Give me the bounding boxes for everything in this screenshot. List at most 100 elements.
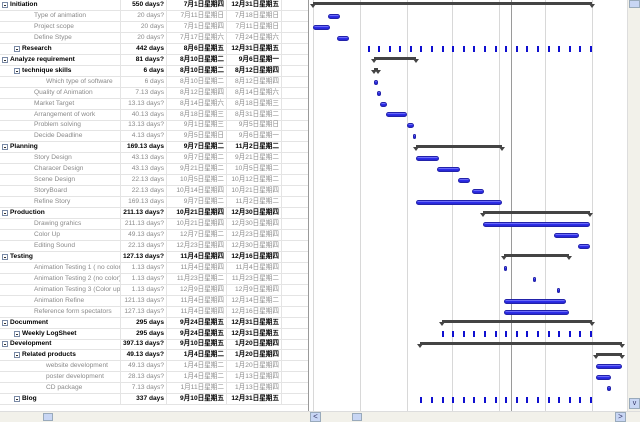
recurring-occurrence-bar[interactable] (484, 396, 487, 403)
task-bar[interactable] (437, 167, 460, 173)
table-row[interactable]: Editing Sound 22.13 days? 12月23日星期四 12月30日星… (0, 240, 308, 252)
task-name[interactable]: Which type of software (46, 77, 113, 85)
task-name[interactable]: Decide Deadline (34, 132, 83, 140)
table-row[interactable]: Drawing grahics 211.13 days? 10月21日星期四 12月3… (0, 219, 308, 230)
recurring-occurrence-bar[interactable] (526, 46, 529, 53)
task-name[interactable]: Testing (10, 252, 33, 260)
table-row[interactable]: Problem solving 13.13 days? 9月1日星期三 9月5日星期日 (0, 120, 308, 132)
task-name[interactable]: Animation Testing 3 (Color up) (34, 285, 120, 293)
table-row[interactable]: CD package 7.13 days? 1月11日星期二 1月13日星期四 (0, 383, 308, 395)
table-row[interactable]: Scene Design 22.13 days 10月5日星期二 10月12日星期二 (0, 175, 308, 187)
task-bar[interactable] (412, 134, 416, 140)
task-name[interactable]: Story Design (34, 154, 72, 162)
table-horizontal-scrollbar[interactable] (0, 411, 310, 422)
recurring-occurrence-bar[interactable] (590, 330, 593, 337)
chart-scroll-thumb[interactable] (352, 413, 362, 421)
recurring-occurrence-bar[interactable] (547, 46, 550, 53)
recurring-occurrence-bar[interactable] (462, 396, 465, 403)
recurring-occurrence-bar[interactable] (515, 396, 518, 403)
summary-bar[interactable] (593, 352, 625, 359)
task-bar[interactable] (313, 24, 330, 30)
collapse-toggle-icon[interactable] (14, 67, 20, 74)
table-row[interactable]: StoryBoard 22.13 days 10月14日星期四 10月21日星期四 (0, 186, 308, 198)
table-row[interactable]: Research 442 days 8月6日星期五 12月31日星期五 (0, 43, 308, 55)
summary-bar[interactable] (412, 144, 506, 151)
table-row[interactable]: Analyze requirement 81 days? 8月10日星期二 9月6日星… (0, 54, 308, 66)
summary-bar[interactable] (479, 210, 594, 217)
table-row[interactable]: Reference form spectators 127.13 days? 11月… (0, 306, 308, 318)
table-scroll-thumb[interactable] (43, 413, 53, 421)
task-name[interactable]: Scene Design (34, 176, 76, 184)
collapse-toggle-icon[interactable] (2, 144, 8, 151)
recurring-occurrence-bar[interactable] (579, 46, 582, 53)
task-bar[interactable] (328, 13, 341, 19)
summary-bar[interactable] (500, 254, 572, 261)
recurring-occurrence-bar[interactable] (537, 46, 540, 53)
collapse-toggle-icon[interactable] (14, 330, 20, 337)
table-row[interactable]: Story Design 43.13 days 9月7日星期二 9月21日星期二 (0, 153, 308, 165)
recurring-occurrence-bar[interactable] (515, 46, 518, 53)
task-name[interactable]: Planning (10, 143, 38, 151)
task-name[interactable]: Type of animation (34, 11, 87, 19)
table-row[interactable]: Quality of Animation 7.13 days 8月12日星期四 8月1… (0, 87, 308, 99)
table-row[interactable]: Planning 169.13 days 9月7日星期二 11月2日星期二 (0, 142, 308, 154)
table-row[interactable]: Initiation 550 days? 7月1日星期四 12月31日星期五 (0, 0, 308, 11)
table-row[interactable]: Weekly LogSheet 295 days 9月24日星期五 12月31日星期五 (0, 328, 308, 340)
recurring-occurrence-bar[interactable] (579, 396, 582, 403)
task-bar[interactable] (471, 189, 485, 195)
recurring-occurrence-bar[interactable] (515, 330, 518, 337)
task-bar[interactable] (385, 112, 407, 118)
table-row[interactable]: poster development 28.13 days? 1月4日星期二 1月13… (0, 372, 308, 384)
recurring-occurrence-bar[interactable] (388, 46, 391, 53)
collapse-toggle-icon[interactable] (14, 45, 20, 52)
recurring-occurrence-bar[interactable] (537, 330, 540, 337)
chart-horizontal-scrollbar[interactable]: < > (310, 411, 640, 422)
recurring-occurrence-bar[interactable] (431, 396, 434, 403)
table-row[interactable]: Type of animation 20 days? 7月11日星期日 7月18日星期… (0, 10, 308, 22)
table-row[interactable]: Related products 49.13 days? 1月4日星期二 1月20日星… (0, 350, 308, 362)
recurring-occurrence-bar[interactable] (547, 330, 550, 337)
collapse-toggle-icon[interactable] (2, 319, 8, 326)
task-bar[interactable] (606, 386, 612, 392)
recurring-occurrence-bar[interactable] (473, 46, 476, 53)
recurring-occurrence-bar[interactable] (452, 396, 455, 403)
recurring-occurrence-bar[interactable] (420, 396, 423, 403)
recurring-occurrence-bar[interactable] (473, 396, 476, 403)
recurring-occurrence-bar[interactable] (452, 46, 455, 53)
table-row[interactable]: Blog 337 days 9月10日星期五 12月31日星期五 (0, 394, 308, 406)
task-name[interactable]: Research (22, 44, 52, 52)
task-name[interactable]: Color Up (34, 230, 61, 238)
task-name[interactable]: Define Stype (34, 33, 72, 41)
task-name[interactable]: Analyze requirement (10, 55, 75, 63)
scroll-down-button[interactable]: v (629, 398, 640, 409)
recurring-occurrence-bar[interactable] (494, 46, 497, 53)
recurring-occurrence-bar[interactable] (568, 396, 571, 403)
recurring-occurrence-bar[interactable] (526, 396, 529, 403)
table-row[interactable]: Animation Testing 3 (Color up) 1.13 days?… (0, 284, 308, 296)
task-name[interactable]: Initiation (10, 1, 38, 8)
task-bar[interactable] (458, 178, 471, 184)
task-name[interactable]: Production (10, 209, 45, 217)
collapse-toggle-icon[interactable] (2, 56, 8, 63)
table-row[interactable]: Production 211.13 days? 10月21日星期四 12月30日星期四 (0, 208, 308, 220)
collapse-toggle-icon[interactable] (2, 341, 8, 348)
recurring-occurrence-bar[interactable] (494, 330, 497, 337)
scroll-thumb[interactable] (629, 0, 640, 8)
task-name[interactable]: Project scope (34, 22, 74, 30)
recurring-occurrence-bar[interactable] (505, 396, 508, 403)
table-row[interactable]: Documment 295 days 9月24日星期五 12月31日星期五 (0, 317, 308, 329)
task-bar[interactable] (376, 90, 382, 96)
summary-bar[interactable] (370, 68, 381, 75)
recurring-occurrence-bar[interactable] (579, 330, 582, 337)
recurring-occurrence-bar[interactable] (590, 396, 593, 403)
task-bar[interactable] (482, 221, 591, 227)
table-row[interactable]: Animation Testing 1 ( no color) 1.13 days… (0, 262, 308, 274)
recurring-occurrence-bar[interactable] (526, 330, 529, 337)
recurring-occurrence-bar[interactable] (505, 330, 508, 337)
recurring-occurrence-bar[interactable] (462, 330, 465, 337)
task-name[interactable]: poster development (46, 373, 104, 381)
task-bar[interactable] (577, 243, 591, 249)
recurring-occurrence-bar[interactable] (537, 396, 540, 403)
task-name[interactable]: Editing Sound (34, 241, 76, 249)
collapse-toggle-icon[interactable] (2, 253, 8, 260)
